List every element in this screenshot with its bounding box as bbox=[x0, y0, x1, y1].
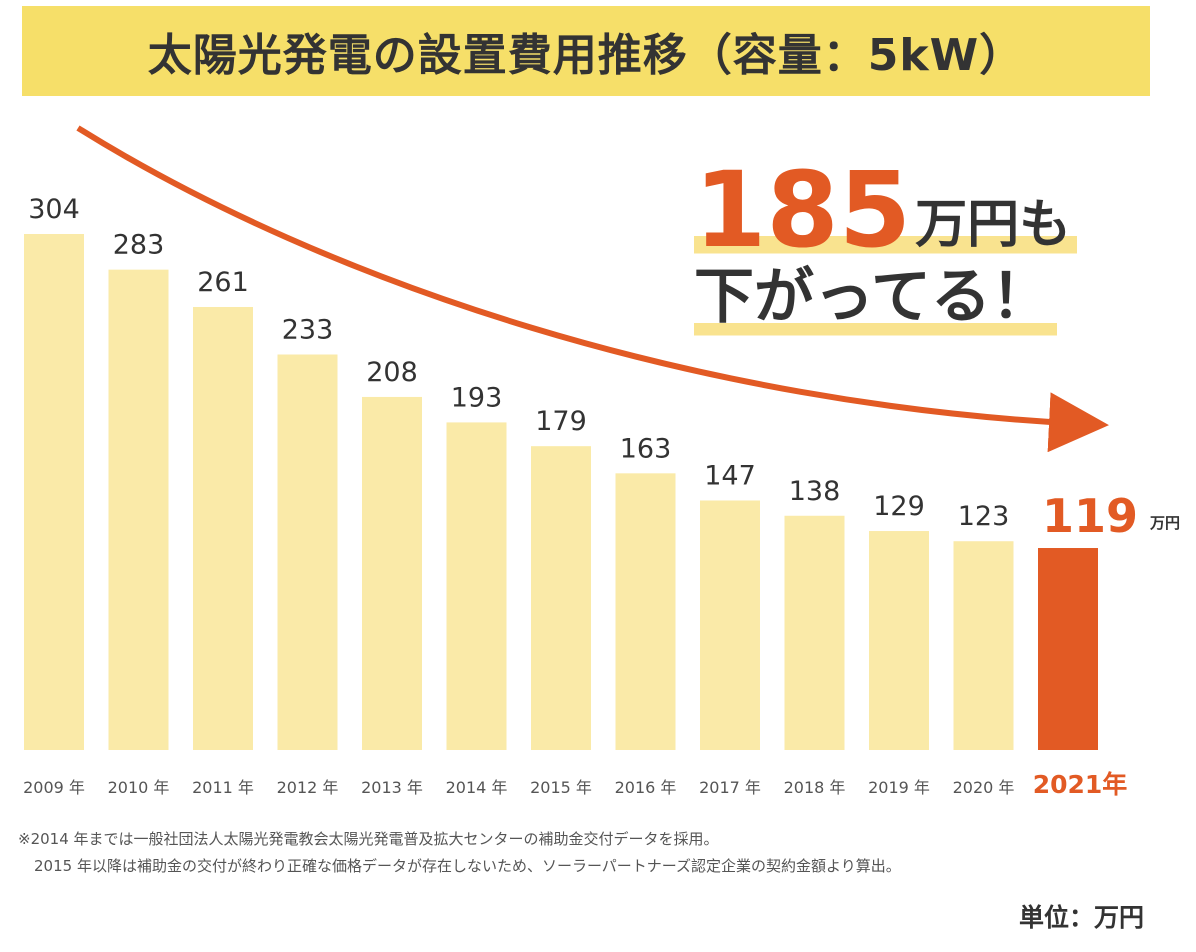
callout-savings: 185 万円も bbox=[694, 149, 1078, 271]
value-label-3: 233 bbox=[282, 315, 334, 346]
value-label-1: 283 bbox=[113, 230, 165, 261]
unit-note: 単位：万円 bbox=[1018, 903, 1144, 932]
callout-line2: 下がってる！ bbox=[694, 262, 1057, 340]
bar-12 bbox=[1038, 548, 1098, 750]
value-label-10: 129 bbox=[873, 491, 925, 522]
value-label-9: 138 bbox=[789, 476, 841, 507]
category-label-12: 2021年 bbox=[1033, 770, 1128, 799]
category-label-4: 2013 年 bbox=[361, 778, 423, 797]
value-label-4: 208 bbox=[366, 357, 418, 388]
category-label-1: 2010 年 bbox=[108, 778, 170, 797]
value-label-6: 179 bbox=[535, 406, 587, 437]
category-label-2: 2011 年 bbox=[192, 778, 254, 797]
bar-1 bbox=[108, 269, 169, 750]
category-label-0: 2009 年 bbox=[23, 778, 85, 797]
callout-unit: 万円も bbox=[915, 195, 1072, 255]
category-label-6: 2015 年 bbox=[530, 778, 592, 797]
category-label-3: 2012 年 bbox=[277, 778, 339, 797]
category-label-9: 2018 年 bbox=[784, 778, 846, 797]
bar-0 bbox=[24, 234, 84, 750]
value-label-12: 119 bbox=[1042, 489, 1138, 543]
category-label-7: 2016 年 bbox=[615, 778, 677, 797]
category-label-11: 2020 年 bbox=[953, 778, 1015, 797]
bar-chart: 304 2009 年 283 2010 年 261 2011 年 233 2012 年 208 2… bbox=[23, 125, 1180, 799]
value-label-11: 123 bbox=[958, 501, 1010, 532]
value-label-2: 261 bbox=[197, 267, 249, 298]
callout-amount: 185 bbox=[694, 149, 912, 271]
bar-6 bbox=[531, 446, 591, 750]
bar-3 bbox=[277, 354, 338, 750]
bar-11 bbox=[953, 541, 1014, 750]
category-label-8: 2017 年 bbox=[699, 778, 761, 797]
highlight-unit-label: 万円 bbox=[1149, 514, 1180, 532]
bar-4 bbox=[362, 396, 422, 750]
bar-9 bbox=[784, 515, 845, 750]
bar-5 bbox=[446, 422, 507, 750]
category-label-5: 2014 年 bbox=[446, 778, 508, 797]
chart-title: 太陽光発電の設置費用推移（容量：5kW） bbox=[147, 30, 1025, 81]
bar-7 bbox=[615, 473, 676, 750]
footnote-line1: ※2014 年までは一般社団法人太陽光発電教会太陽光発電普及拡大センターの補助金… bbox=[18, 830, 719, 848]
value-label-0: 304 bbox=[28, 194, 80, 225]
value-label-8: 147 bbox=[704, 460, 756, 491]
value-label-5: 193 bbox=[451, 382, 503, 413]
bar-10 bbox=[869, 531, 929, 750]
bar-8 bbox=[700, 500, 760, 750]
footnote: ※2014 年までは一般社団法人太陽光発電教会太陽光発電普及拡大センターの補助金… bbox=[18, 826, 901, 880]
bar-2 bbox=[193, 306, 253, 750]
footnote-line2: 2015 年以降は補助金の交付が終わり正確な価格データが存在しないため、ソーラー… bbox=[34, 857, 901, 875]
trend-arrow bbox=[76, 125, 1109, 453]
title-band: 太陽光発電の設置費用推移（容量：5kW） bbox=[22, 6, 1150, 96]
value-label-7: 163 bbox=[620, 433, 672, 464]
category-label-10: 2019 年 bbox=[868, 778, 930, 797]
